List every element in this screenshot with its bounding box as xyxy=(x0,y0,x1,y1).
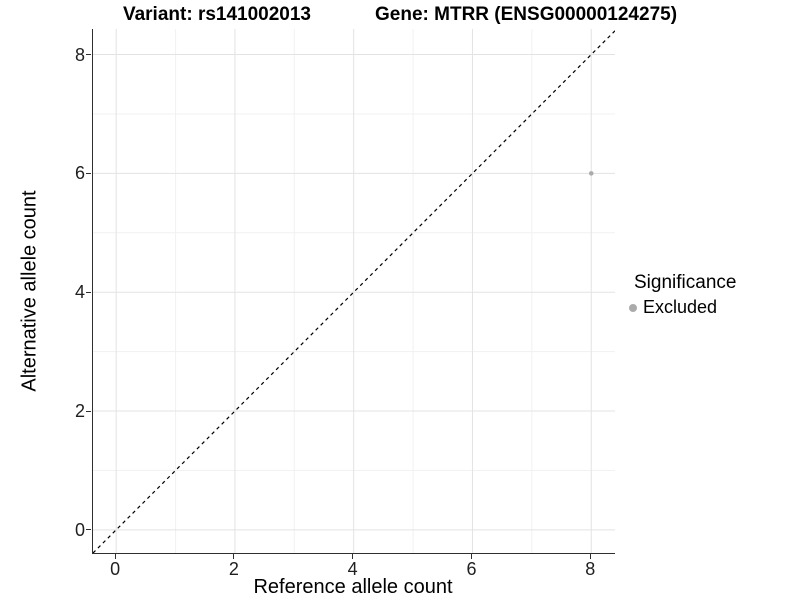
plot-title-variant: Variant: rs141002013 xyxy=(122,4,312,25)
x-tick-mark xyxy=(114,554,116,559)
x-tick-mark xyxy=(352,554,354,559)
y-tick-mark xyxy=(86,172,91,174)
y-tick-label: 6 xyxy=(74,163,85,184)
legend-item-label: Excluded xyxy=(643,297,718,317)
y-tick-mark xyxy=(86,410,91,412)
y-tick-mark xyxy=(86,291,91,293)
data-point xyxy=(588,171,594,176)
y-tick-label: 2 xyxy=(74,401,85,421)
x-tick-label: 0 xyxy=(110,559,121,579)
y-tick-label: 8 xyxy=(74,44,85,65)
x-tick-mark xyxy=(470,554,472,559)
legend: Significance Excluded xyxy=(629,272,736,318)
y-tick-mark xyxy=(86,54,91,56)
x-tick-mark xyxy=(589,554,591,559)
plot-title-gene: Gene: MTRR (ENSG00000124275) xyxy=(375,4,678,25)
x-tick-label: 8 xyxy=(585,559,596,579)
y-tick-label: 4 xyxy=(74,282,85,303)
legend-item-excluded: Excluded xyxy=(629,297,736,318)
x-tick-mark xyxy=(233,554,235,559)
plot-panel xyxy=(92,29,615,554)
legend-title: Significance xyxy=(634,272,737,293)
x-tick-label: 2 xyxy=(228,559,239,579)
plot-title: Variant: rs141002013 Gene: MTRR (ENSG000… xyxy=(0,4,800,26)
plot-canvas xyxy=(93,29,615,553)
x-axis-title: Reference allele count xyxy=(253,576,453,598)
x-tick-label: 4 xyxy=(347,559,358,579)
x-tick-label: 6 xyxy=(466,559,477,579)
legend-dot-icon xyxy=(629,303,637,312)
y-tick-mark xyxy=(86,529,91,531)
y-tick-label: 0 xyxy=(74,519,85,540)
